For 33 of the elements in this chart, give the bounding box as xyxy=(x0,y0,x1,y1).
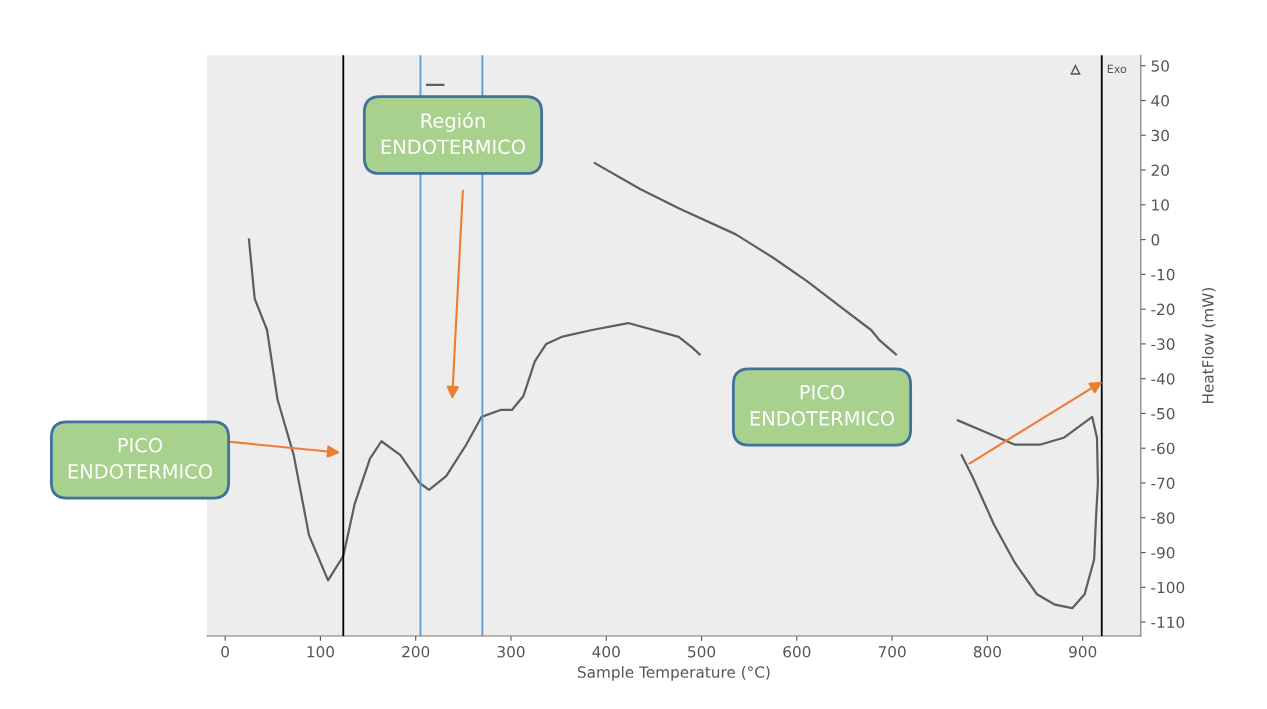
x-tick-label: 400 xyxy=(592,645,620,658)
x-tick-label: 600 xyxy=(783,645,811,658)
y-tick-label: 0 xyxy=(1151,234,1160,246)
y-tick-label: -70 xyxy=(1151,477,1175,489)
annotation: PICO ENDOTERMICO xyxy=(750,384,894,426)
y-tick-label: -50 xyxy=(1151,407,1175,420)
annotation: PICO ENDOTERMICO xyxy=(68,437,212,479)
annotation: Exo xyxy=(1107,64,1127,74)
x-tick-label: 500 xyxy=(688,645,716,658)
x-tick-label: 700 xyxy=(878,645,906,658)
y-tick-label: -110 xyxy=(1151,616,1185,629)
y-tick-label: -90 xyxy=(1151,546,1175,559)
y-tick-label: -100 xyxy=(1151,581,1185,594)
x-tick-label: 800 xyxy=(973,645,1001,658)
y-tick-label: -80 xyxy=(1151,512,1175,524)
y-tick-label: -60 xyxy=(1151,442,1175,455)
annotation: Región ENDOTERMICO xyxy=(381,112,525,155)
y-tick-label: 30 xyxy=(1151,129,1169,142)
y-tick-label: -40 xyxy=(1151,373,1175,385)
y-tick-label: 50 xyxy=(1151,60,1169,72)
y-tick-label: -30 xyxy=(1151,338,1175,350)
y-tick-label: 20 xyxy=(1151,164,1169,177)
x-tick-label: 200 xyxy=(402,645,430,658)
y-tick-label: -10 xyxy=(1151,268,1175,281)
x-tick-label: 0 xyxy=(221,645,229,658)
x-tick-label: 900 xyxy=(1069,645,1097,658)
y-tick-label: 10 xyxy=(1152,199,1169,211)
x-tick-label: 300 xyxy=(497,645,525,658)
y-tick-label: 40 xyxy=(1151,94,1169,107)
x-tick-label: 100 xyxy=(307,645,334,658)
y-axis-title: HeatFlow (mW) xyxy=(1201,288,1216,404)
y-tick-label: -20 xyxy=(1151,303,1175,316)
x-axis-title: Sample Temperature (°C) xyxy=(577,666,770,681)
